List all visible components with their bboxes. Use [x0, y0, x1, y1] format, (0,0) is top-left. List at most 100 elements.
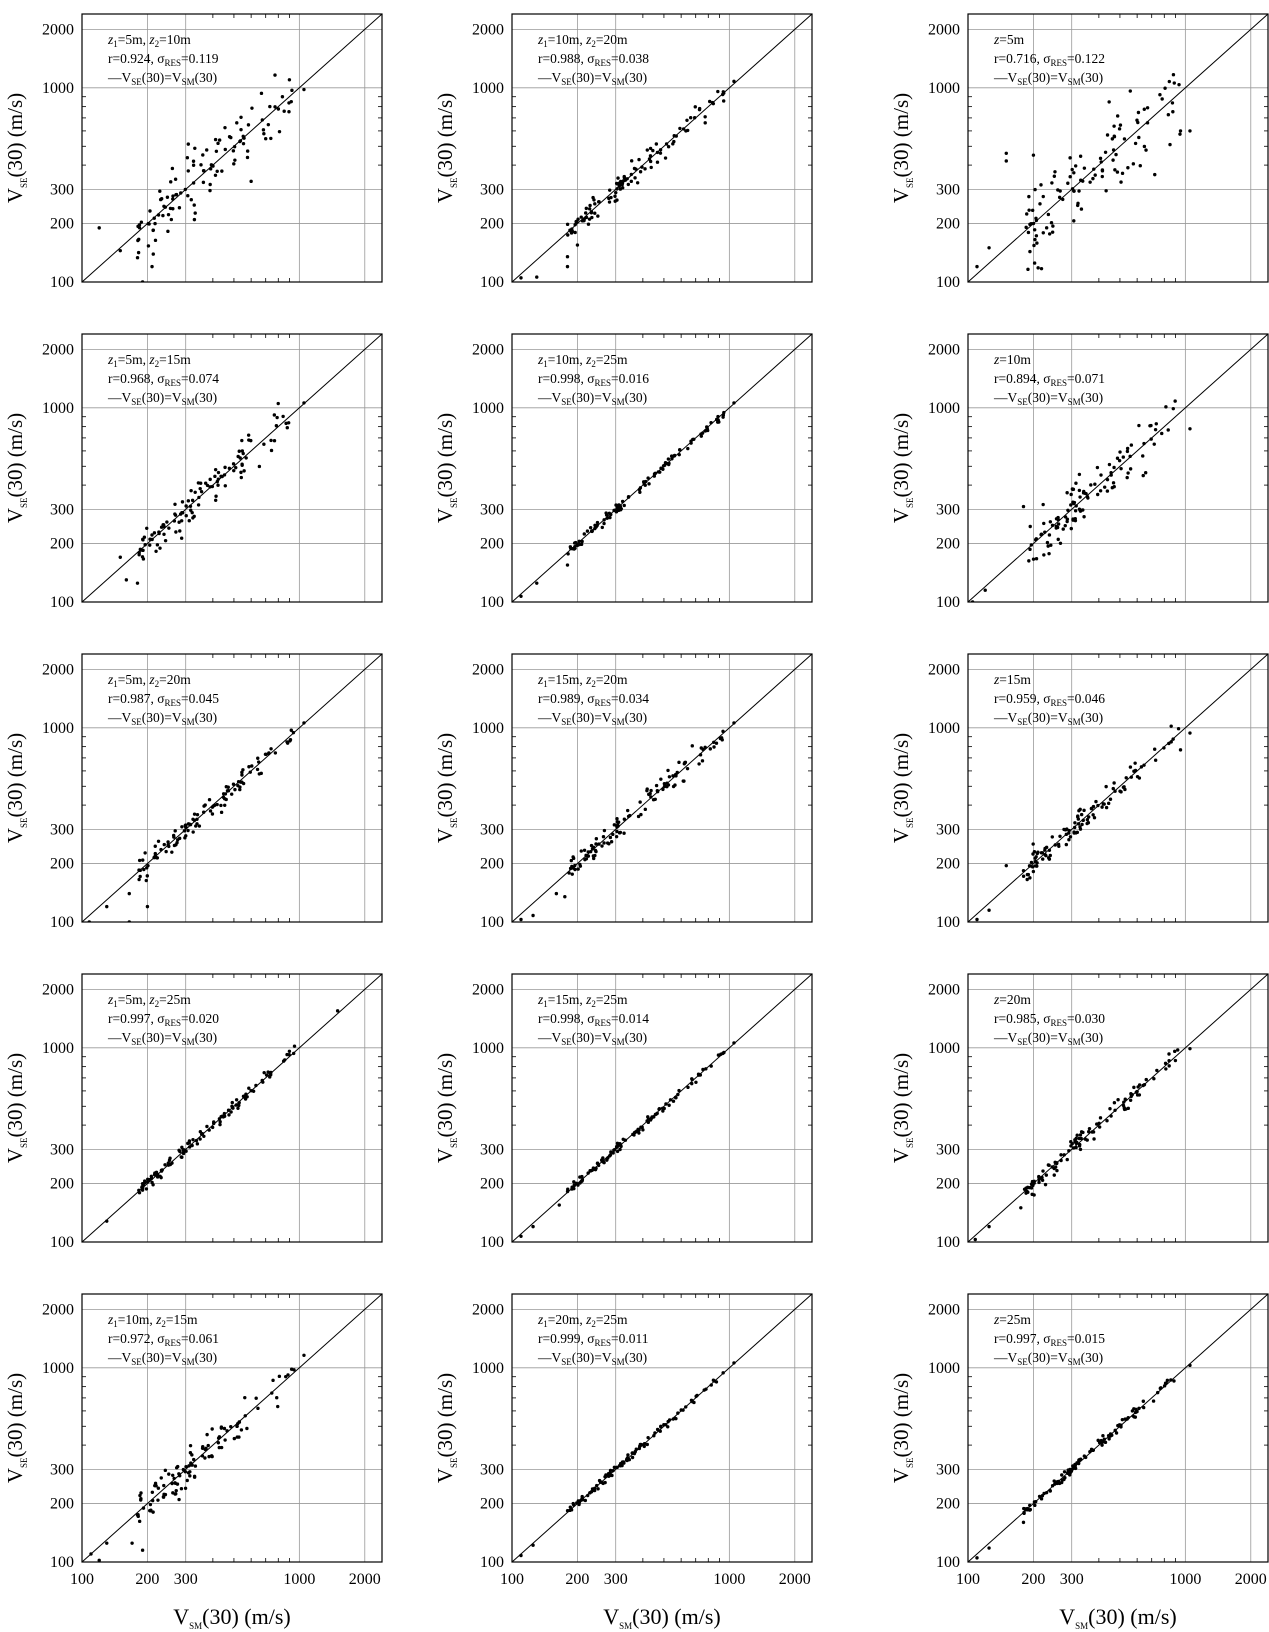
data-point [587, 207, 592, 211]
data-point [703, 745, 707, 749]
data-points [970, 399, 1192, 602]
data-point [1065, 1471, 1070, 1475]
data-point [611, 832, 615, 837]
data-point [180, 1155, 184, 1159]
data-point [185, 1478, 189, 1483]
panel-legend: —VSE(30)=VSM(30) [107, 710, 217, 727]
data-point [589, 1490, 594, 1494]
data-point [97, 1558, 101, 1562]
y-tick-label: 1000 [42, 1360, 74, 1377]
data-point [1065, 491, 1069, 495]
data-point [1111, 481, 1116, 485]
data-point [664, 142, 669, 146]
data-point [137, 1188, 141, 1193]
data-point [140, 1181, 145, 1186]
data-point [1043, 530, 1047, 534]
plot-frame [511, 653, 813, 923]
data-point [223, 1438, 227, 1442]
data-point [1137, 776, 1142, 780]
data-point [1125, 475, 1129, 480]
data-point [1004, 151, 1008, 156]
data-point [169, 180, 173, 184]
data-point [678, 126, 682, 131]
panel-stats: r=0.894, σRES=0.071 [994, 371, 1105, 388]
data-point [184, 514, 188, 518]
data-point [273, 105, 277, 109]
data-point [1172, 81, 1176, 85]
data-point [615, 182, 619, 186]
data-point [1178, 132, 1182, 136]
y-tick-label: 100 [50, 1554, 74, 1571]
y-axis-label: VSE(30) (m/s) [889, 413, 915, 523]
data-point [609, 840, 614, 844]
data-point [165, 520, 169, 524]
data-point [677, 452, 681, 457]
data-point [648, 791, 652, 796]
data-point [177, 1148, 181, 1152]
data-point [716, 1053, 721, 1057]
one-to-one-line [81, 653, 383, 923]
data-point [232, 162, 236, 166]
y-tick-label: 1000 [472, 1360, 504, 1377]
data-point [192, 1457, 196, 1462]
data-point [638, 1442, 643, 1447]
data-point [1045, 540, 1050, 545]
data-point [244, 456, 248, 460]
data-point [190, 1143, 194, 1148]
data-point [174, 1492, 178, 1496]
data-point [136, 238, 140, 243]
data-point [566, 1187, 570, 1191]
data-point [1066, 181, 1070, 185]
data-point [163, 538, 168, 543]
data-point [584, 857, 589, 861]
plot-frame [81, 333, 383, 603]
data-point [1037, 1494, 1042, 1499]
y-tick-label: 200 [480, 856, 504, 873]
data-point [235, 1435, 239, 1439]
y-tick-label: 300 [50, 1461, 74, 1478]
y-tick-label: 2000 [472, 1301, 504, 1318]
panel-1: 100 200 300 1000 2000 VSE(30) (m/s) z1=5m, z2=… [3, 13, 383, 291]
data-point [1118, 789, 1122, 793]
data-point [657, 1106, 662, 1111]
data-point [622, 1461, 626, 1465]
y-axis-label: VSE(30) (m/s) [889, 93, 915, 203]
data-point [594, 524, 599, 528]
panel-legend: —VSE(30)=VSM(30) [107, 1030, 217, 1047]
data-point [239, 475, 244, 480]
data-point [144, 878, 148, 883]
data-point [1028, 547, 1032, 552]
data-point [222, 1426, 227, 1431]
data-point [261, 1080, 265, 1084]
data-point [275, 415, 279, 420]
data-point [1027, 208, 1031, 212]
data-point [1178, 129, 1183, 133]
data-point [579, 215, 583, 219]
data-point [626, 182, 631, 187]
data-point [570, 872, 574, 876]
y-tick-label: 1000 [42, 720, 74, 737]
data-point [1073, 509, 1078, 513]
y-tick-label: 1000 [928, 400, 960, 417]
data-point [236, 1106, 240, 1111]
panel-legend: —VSE(30)=VSM(30) [107, 70, 217, 87]
data-point [688, 115, 693, 120]
data-point [605, 516, 609, 520]
data-point [276, 107, 281, 111]
data-point [163, 1468, 168, 1473]
data-point [196, 503, 201, 507]
data-point [519, 1234, 523, 1238]
data-point [615, 187, 619, 191]
data-point [708, 747, 713, 751]
data-point [1085, 1138, 1089, 1142]
data-point [708, 99, 712, 104]
data-point [210, 812, 215, 816]
data-point [210, 805, 215, 809]
data-point [661, 1109, 665, 1113]
data-point [1031, 221, 1036, 226]
data-point [229, 1110, 233, 1114]
data-point [213, 498, 218, 502]
data-point [216, 483, 220, 487]
data-point [282, 109, 286, 113]
data-point [238, 787, 242, 792]
